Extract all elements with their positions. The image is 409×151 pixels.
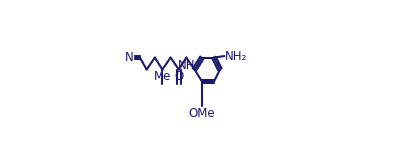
- Text: OMe: OMe: [188, 107, 215, 120]
- Text: NH₂: NH₂: [225, 50, 247, 63]
- Text: O: O: [174, 70, 183, 83]
- Text: Me: Me: [153, 70, 171, 83]
- Text: N: N: [125, 51, 134, 64]
- Text: NH: NH: [177, 59, 195, 72]
